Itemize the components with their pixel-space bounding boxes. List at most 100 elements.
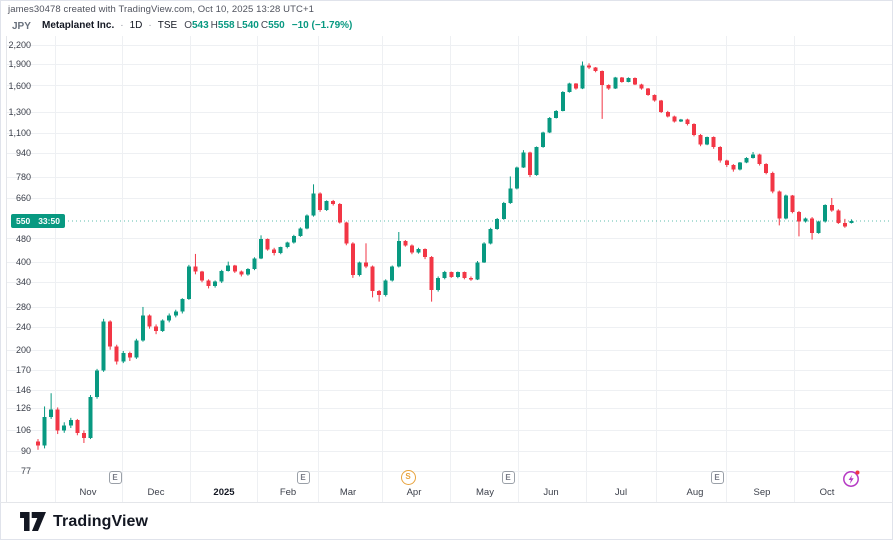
bar-countdown: 33:50 (38, 216, 60, 227)
candle (36, 439, 40, 450)
candle (55, 407, 60, 435)
time-tick-label[interactable]: Jul (614, 487, 628, 498)
candle (810, 217, 815, 240)
candle (350, 242, 355, 278)
candle (600, 70, 605, 119)
candle (147, 314, 152, 329)
split-marker[interactable]: S (400, 470, 416, 485)
candle (49, 393, 54, 419)
tradingview-logo[interactable]: TradingView (20, 512, 148, 531)
candle (829, 197, 834, 212)
candle (167, 313, 172, 323)
candle (331, 199, 336, 206)
candle (370, 265, 375, 298)
candle (468, 276, 473, 281)
candle (206, 279, 211, 289)
candle (816, 220, 821, 234)
legend-separator: · (120, 20, 124, 31)
candle (318, 192, 323, 212)
candle (521, 150, 526, 168)
candle (554, 110, 559, 119)
change-value: −10 (−1.79%) (291, 20, 353, 31)
time-tick-label[interactable]: Apr (406, 487, 422, 498)
last-price-axis-label: 550 33:50 (11, 214, 65, 229)
candle (632, 77, 637, 86)
tradingview-logo-mark-icon (20, 512, 46, 531)
candle (81, 430, 86, 443)
candle (285, 241, 290, 249)
time-tick-label[interactable]: May (476, 487, 494, 498)
earnings-marker[interactable]: E (108, 471, 122, 484)
price-tick-label: 77 (20, 466, 31, 476)
time-tick-label[interactable]: Jun (543, 487, 559, 498)
time-tick-label[interactable]: Oct (819, 487, 835, 498)
candle (344, 221, 349, 246)
time-tick-label[interactable]: Feb (279, 487, 297, 498)
candle (534, 146, 539, 176)
ohlc-values: O543 H558 L540 C550 (182, 20, 285, 31)
candle (68, 417, 73, 429)
candle (842, 218, 847, 228)
candle (383, 279, 388, 297)
candle (482, 242, 487, 263)
candle (692, 123, 696, 137)
candle (698, 134, 703, 147)
time-tick-label[interactable]: 2025 (213, 487, 235, 498)
candle (573, 83, 578, 90)
price-tick-label: 1,300 (8, 106, 31, 117)
time-tick-label[interactable]: Nov (79, 487, 97, 498)
candle (377, 289, 382, 302)
flash-news-marker-icon[interactable] (842, 469, 861, 488)
candle (364, 243, 368, 269)
candle (127, 351, 132, 361)
candle (685, 118, 690, 126)
candle (193, 253, 198, 275)
candle (567, 82, 572, 93)
candle (357, 261, 362, 277)
candle (42, 406, 47, 449)
candle (764, 163, 769, 175)
candle (541, 131, 546, 148)
price-tick-label: 2,200 (8, 40, 31, 50)
candle (396, 232, 401, 268)
time-tick-label[interactable]: Aug (686, 487, 704, 498)
symbol-name[interactable]: Metaplanet Inc. (42, 20, 115, 31)
interval-label[interactable]: 1D (129, 20, 143, 31)
candle (757, 153, 762, 166)
candle (547, 117, 552, 134)
candle (711, 136, 716, 149)
price-tick-label: 400 (15, 256, 31, 267)
price-tick-label: 106 (15, 425, 31, 436)
candle (390, 265, 395, 282)
earnings-marker[interactable]: E (501, 471, 515, 484)
candle (626, 77, 631, 83)
symbol-legend: Metaplanet Inc. · 1D · TSE O543 H558 L540 C… (42, 20, 352, 31)
candle (718, 146, 723, 163)
time-tick-label[interactable]: Mar (339, 487, 357, 498)
candle (154, 324, 159, 335)
candle (849, 219, 854, 224)
candle (442, 270, 447, 280)
exchange-label: TSE (157, 20, 178, 31)
time-tick-label[interactable]: Sep (753, 487, 771, 498)
candle (652, 94, 657, 102)
candle (501, 201, 506, 220)
candle (462, 271, 467, 280)
candle (593, 67, 598, 73)
candle (108, 320, 113, 350)
earnings-marker[interactable]: E (296, 471, 310, 484)
currency-label: JPY (12, 21, 31, 32)
candle (488, 227, 493, 245)
ohlc-l-value: L540 (236, 20, 259, 31)
candle (619, 77, 624, 83)
candle (278, 246, 283, 255)
earnings-marker[interactable]: E (710, 471, 724, 484)
candle (678, 118, 683, 123)
candle (232, 264, 237, 273)
time-tick-label[interactable]: Dec (147, 487, 165, 498)
candle (304, 214, 309, 230)
candle (134, 338, 139, 359)
price-tick-label: 1,900 (8, 58, 31, 69)
